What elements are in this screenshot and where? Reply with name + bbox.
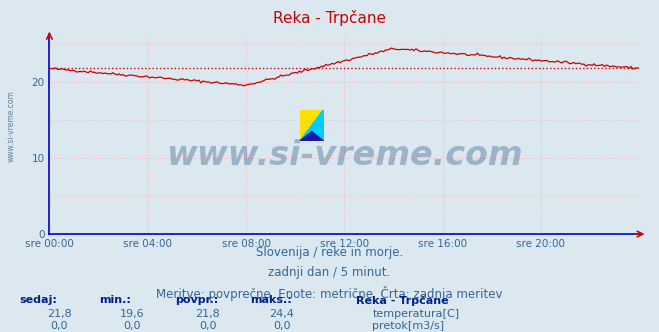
- Polygon shape: [300, 132, 324, 141]
- Text: www.si-vreme.com: www.si-vreme.com: [166, 138, 523, 172]
- Text: 0,0: 0,0: [51, 321, 68, 331]
- Text: 0,0: 0,0: [123, 321, 140, 331]
- Text: 21,8: 21,8: [47, 309, 72, 319]
- Text: 21,8: 21,8: [195, 309, 220, 319]
- Text: maks.:: maks.:: [250, 295, 292, 305]
- Text: 0,0: 0,0: [273, 321, 291, 331]
- Text: www.si-vreme.com: www.si-vreme.com: [7, 90, 16, 162]
- Text: sedaj:: sedaj:: [20, 295, 57, 305]
- Text: 24,4: 24,4: [270, 309, 295, 319]
- Text: povpr.:: povpr.:: [175, 295, 218, 305]
- Text: Meritve: povprečne  Enote: metrične  Črta: zadnja meritev: Meritve: povprečne Enote: metrične Črta:…: [156, 286, 503, 300]
- Text: 19,6: 19,6: [119, 309, 144, 319]
- Text: Reka - Trpčane: Reka - Trpčane: [356, 295, 449, 306]
- Text: 0,0: 0,0: [199, 321, 216, 331]
- Text: zadnji dan / 5 minut.: zadnji dan / 5 minut.: [268, 266, 391, 279]
- Text: min.:: min.:: [99, 295, 130, 305]
- Text: Reka - Trpčane: Reka - Trpčane: [273, 10, 386, 26]
- Text: Slovenija / reke in morje.: Slovenija / reke in morje.: [256, 246, 403, 259]
- Polygon shape: [300, 110, 324, 141]
- Text: pretok[m3/s]: pretok[m3/s]: [372, 321, 444, 331]
- Polygon shape: [300, 110, 324, 141]
- Text: temperatura[C]: temperatura[C]: [372, 309, 459, 319]
